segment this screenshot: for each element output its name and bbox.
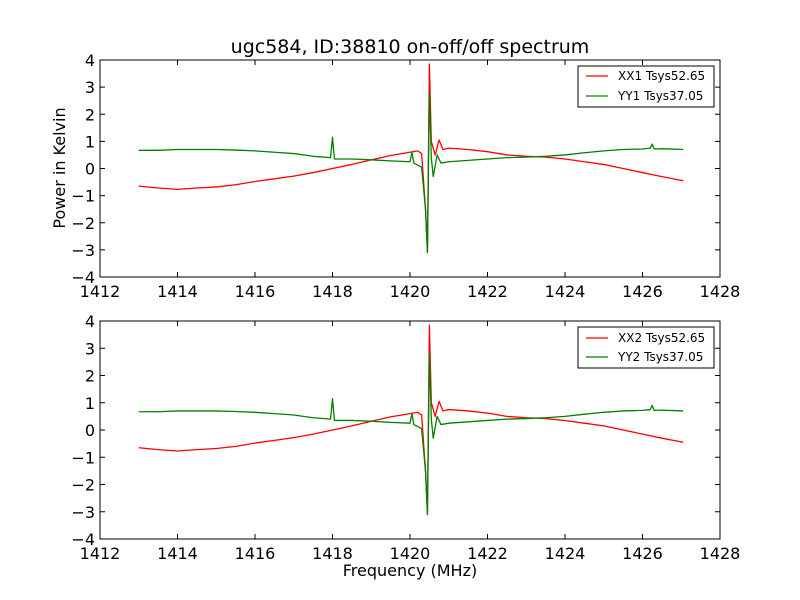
y-tick-label: 0 xyxy=(85,160,95,179)
x-tick-label: 1420 xyxy=(390,544,431,563)
y-axis-label: Power in Kelvin xyxy=(50,107,69,228)
panel-bottom: Frequency (MHz) 1412 1414 1416 1418 1420 1422… xyxy=(71,312,740,580)
x-tick-label: 1428 xyxy=(700,282,741,301)
y-tick-label: 4 xyxy=(85,312,95,331)
x-tick-label: 1420 xyxy=(390,282,431,301)
legend-bottom: XX2 Tsys52.65 YY2 Tsys37.05 xyxy=(577,326,715,369)
y-tick-label: 2 xyxy=(85,105,95,124)
y-tick-label: −3 xyxy=(71,503,95,522)
legend-label-yy2: YY2 Tsys37.05 xyxy=(617,350,703,364)
x-tick-label: 1414 xyxy=(157,544,198,563)
x-tick-label: 1414 xyxy=(157,282,198,301)
y-tick-label: −2 xyxy=(71,214,95,233)
x-tick-label: 1428 xyxy=(700,544,741,563)
x-tick-label: 1424 xyxy=(545,282,586,301)
legend-label-xx1: XX1 Tsys52.65 xyxy=(618,69,705,83)
x-axis-label: Frequency (MHz) xyxy=(343,561,477,580)
legend-box xyxy=(577,65,715,108)
y-tick-label: 2 xyxy=(85,367,95,386)
series-line-yy2 xyxy=(138,353,684,516)
ticks-bottom: 1412 1414 1416 1418 1420 1422 1424 1426 1428 4 3 2 1… xyxy=(71,312,740,563)
plot-area-top xyxy=(138,63,684,254)
chart-title: ugc584, ID:38810 on-off/off spectrum xyxy=(231,36,590,58)
x-tick-label: 1416 xyxy=(235,544,276,563)
x-tick-label: 1426 xyxy=(622,544,663,563)
x-tick-label: 1418 xyxy=(312,544,353,563)
legend-label-yy1: YY1 Tsys37.05 xyxy=(617,89,703,103)
y-tick-label: −1 xyxy=(71,187,95,206)
x-tick-label: 1422 xyxy=(467,282,508,301)
y-tick-label: 3 xyxy=(85,339,95,358)
panel-top: ugc584, ID:38810 on-off/off spectrum Pow… xyxy=(50,36,740,301)
x-tick-label: 1418 xyxy=(312,282,353,301)
legend-box xyxy=(577,326,715,369)
series-line-yy1 xyxy=(138,91,684,254)
y-tick-label: 1 xyxy=(85,394,95,413)
x-tick-label: 1426 xyxy=(622,282,663,301)
y-tick-label: −3 xyxy=(71,241,95,260)
y-tick-label: 3 xyxy=(85,78,95,97)
y-tick-label: −4 xyxy=(71,530,95,549)
legend-top: XX1 Tsys52.65 YY1 Tsys37.05 xyxy=(577,65,715,108)
x-tick-label: 1424 xyxy=(545,544,586,563)
ticks-top: 1412 1414 1416 1418 1420 1422 1424 1426 1428 4 3 2 1… xyxy=(71,51,740,301)
legend-label-xx2: XX2 Tsys52.65 xyxy=(618,331,705,345)
y-tick-label: −4 xyxy=(71,268,95,287)
y-tick-label: 1 xyxy=(85,132,95,151)
x-tick-label: 1412 xyxy=(80,544,121,563)
y-tick-label: 0 xyxy=(85,421,95,440)
x-tick-label: 1416 xyxy=(235,282,276,301)
x-tick-label: 1412 xyxy=(80,282,121,301)
y-tick-label: −2 xyxy=(71,476,95,495)
x-tick-label: 1422 xyxy=(467,544,508,563)
y-tick-label: 4 xyxy=(85,51,95,70)
y-tick-label: −1 xyxy=(71,448,95,467)
plot-area-bottom xyxy=(138,324,684,516)
